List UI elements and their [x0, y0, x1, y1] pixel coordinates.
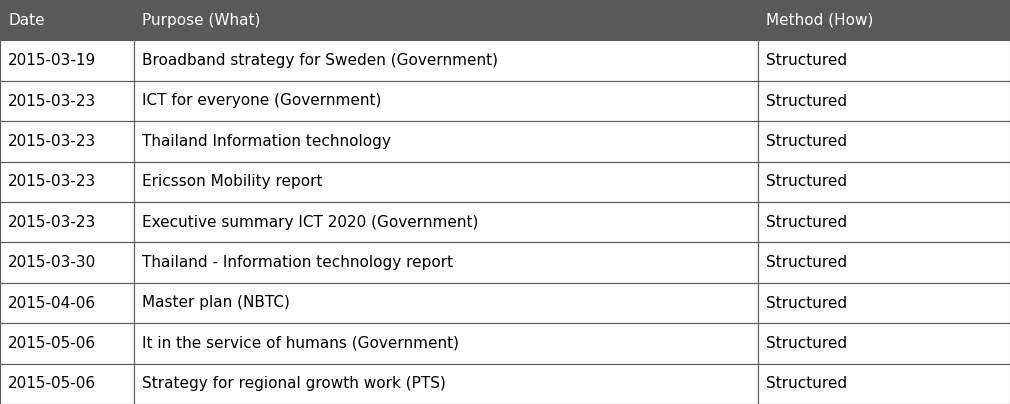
Text: 2015-03-30: 2015-03-30 [8, 255, 96, 270]
Bar [758, 283, 1010, 323]
Text: Executive summary ICT 2020 (Government): Executive summary ICT 2020 (Government) [142, 215, 479, 230]
Bar [758, 0, 1010, 40]
Text: Strategy for regional growth work (PTS): Strategy for regional growth work (PTS) [142, 376, 446, 391]
Bar [0, 121, 134, 162]
Bar [134, 364, 758, 404]
Bar [0, 242, 134, 283]
Text: Structured: Structured [766, 255, 846, 270]
Text: 2015-03-19: 2015-03-19 [8, 53, 96, 68]
Bar [0, 0, 134, 40]
Bar [758, 40, 1010, 81]
Text: Structured: Structured [766, 93, 846, 109]
Text: Structured: Structured [766, 53, 846, 68]
Bar [134, 0, 758, 40]
Text: Ericsson Mobility report: Ericsson Mobility report [142, 174, 323, 189]
Bar [758, 323, 1010, 364]
Bar [758, 162, 1010, 202]
Text: Structured: Structured [766, 295, 846, 311]
Text: Thailand - Information technology report: Thailand - Information technology report [142, 255, 453, 270]
Text: Structured: Structured [766, 336, 846, 351]
Text: Structured: Structured [766, 215, 846, 230]
Text: 2015-03-23: 2015-03-23 [8, 174, 96, 189]
Bar [0, 202, 134, 242]
Bar [0, 323, 134, 364]
Text: 2015-05-06: 2015-05-06 [8, 336, 96, 351]
Bar [134, 81, 758, 121]
Bar [758, 81, 1010, 121]
Bar [0, 162, 134, 202]
Bar [0, 283, 134, 323]
Text: ICT for everyone (Government): ICT for everyone (Government) [142, 93, 382, 109]
Text: 2015-04-06: 2015-04-06 [8, 295, 96, 311]
Text: Structured: Structured [766, 174, 846, 189]
Bar [134, 242, 758, 283]
Text: It in the service of humans (Government): It in the service of humans (Government) [142, 336, 460, 351]
Bar [0, 364, 134, 404]
Text: 2015-03-23: 2015-03-23 [8, 93, 96, 109]
Bar [134, 162, 758, 202]
Text: Method (How): Method (How) [766, 13, 873, 28]
Text: Purpose (What): Purpose (What) [142, 13, 261, 28]
Bar [134, 283, 758, 323]
Bar [0, 40, 134, 81]
Bar [134, 121, 758, 162]
Bar [758, 364, 1010, 404]
Text: Master plan (NBTC): Master plan (NBTC) [142, 295, 290, 311]
Bar [134, 323, 758, 364]
Text: Broadband strategy for Sweden (Government): Broadband strategy for Sweden (Governmen… [142, 53, 498, 68]
Bar [758, 202, 1010, 242]
Bar [134, 202, 758, 242]
Bar [0, 81, 134, 121]
Bar [758, 242, 1010, 283]
Text: Structured: Structured [766, 376, 846, 391]
Bar [134, 40, 758, 81]
Text: Thailand Information technology: Thailand Information technology [142, 134, 391, 149]
Text: 2015-05-06: 2015-05-06 [8, 376, 96, 391]
Text: 2015-03-23: 2015-03-23 [8, 134, 96, 149]
Text: Date: Date [8, 13, 44, 28]
Text: Structured: Structured [766, 134, 846, 149]
Text: 2015-03-23: 2015-03-23 [8, 215, 96, 230]
Bar [758, 121, 1010, 162]
